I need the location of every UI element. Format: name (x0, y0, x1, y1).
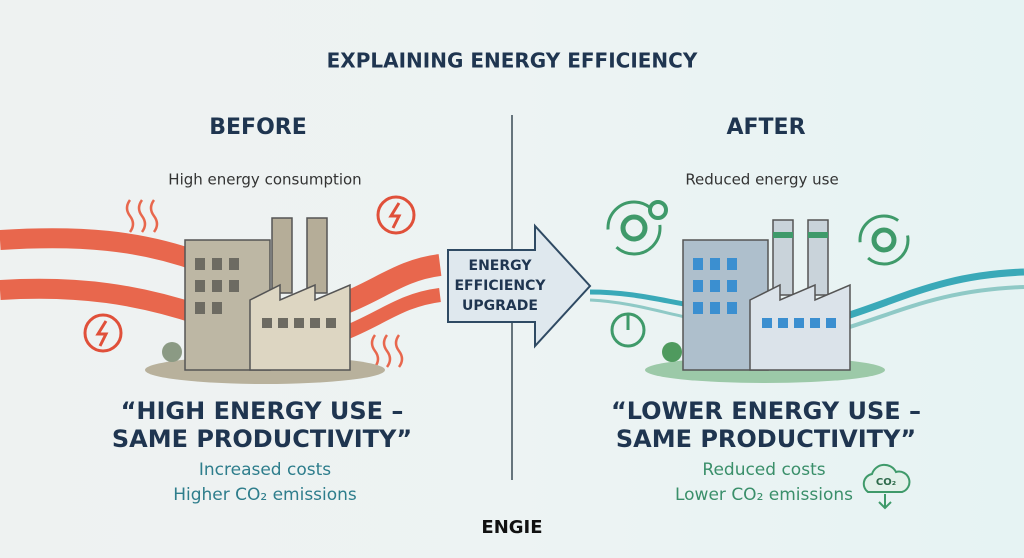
upgrade-label: UPGRADE (462, 298, 538, 314)
before-note: Higher CO₂ emissions (173, 485, 357, 505)
before-subtitle: High energy consumption (168, 171, 361, 189)
after-quote: SAME PRODUCTIVITY” (616, 425, 916, 453)
after-note: Reduced costs (702, 460, 825, 480)
after-subtitle: Reduced energy use (685, 171, 838, 189)
co2-label: CO₂ (876, 477, 896, 488)
logo: ENGIE (481, 517, 542, 538)
upgrade-arrow (447, 223, 592, 349)
co2-icon: CO₂ (862, 463, 911, 510)
title: EXPLAINING ENERGY EFFICIENCY (327, 49, 698, 73)
after-quote: “LOWER ENERGY USE – (611, 397, 921, 425)
before-note: Increased costs (199, 460, 331, 480)
upgrade-label: ENERGY (469, 258, 533, 274)
after-note: Lower CO₂ emissions (675, 485, 853, 505)
before-quote: “HIGH ENERGY USE – (121, 397, 404, 425)
after-heading: AFTER (726, 115, 805, 140)
before-heading: BEFORE (209, 115, 307, 140)
before-illustration (0, 195, 442, 384)
upgrade-label: EFFICIENCY (454, 278, 546, 294)
after-illustration (589, 200, 1024, 383)
before-quote: SAME PRODUCTIVITY” (112, 425, 412, 453)
